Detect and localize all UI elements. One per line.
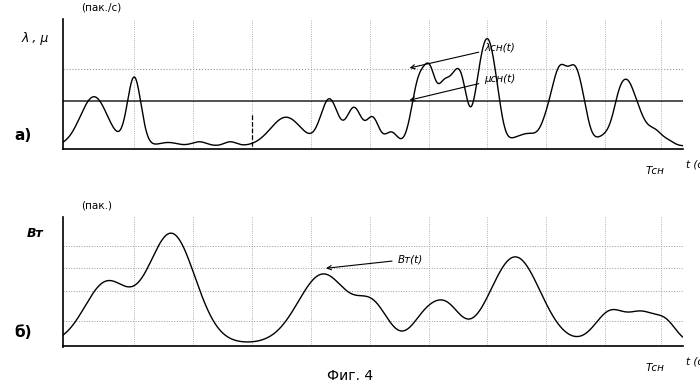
Text: Tсн: Tсн — [645, 363, 664, 373]
Text: t (с): t (с) — [685, 159, 700, 169]
Text: а): а) — [14, 127, 32, 142]
Text: Фиг. 4: Фиг. 4 — [327, 369, 373, 383]
Text: Вт: Вт — [27, 227, 43, 240]
Text: λ , μ: λ , μ — [22, 32, 49, 45]
Text: (пак./с): (пак./с) — [82, 3, 122, 13]
Text: б): б) — [14, 325, 32, 340]
Text: μсн(t): μсн(t) — [411, 74, 515, 101]
Text: λсн(t): λсн(t) — [411, 42, 515, 69]
Text: (пак.): (пак.) — [82, 200, 113, 210]
Text: Tсн: Tсн — [645, 166, 664, 176]
Text: t (с): t (с) — [685, 357, 700, 367]
Text: Вт(t): Вт(t) — [327, 254, 423, 270]
